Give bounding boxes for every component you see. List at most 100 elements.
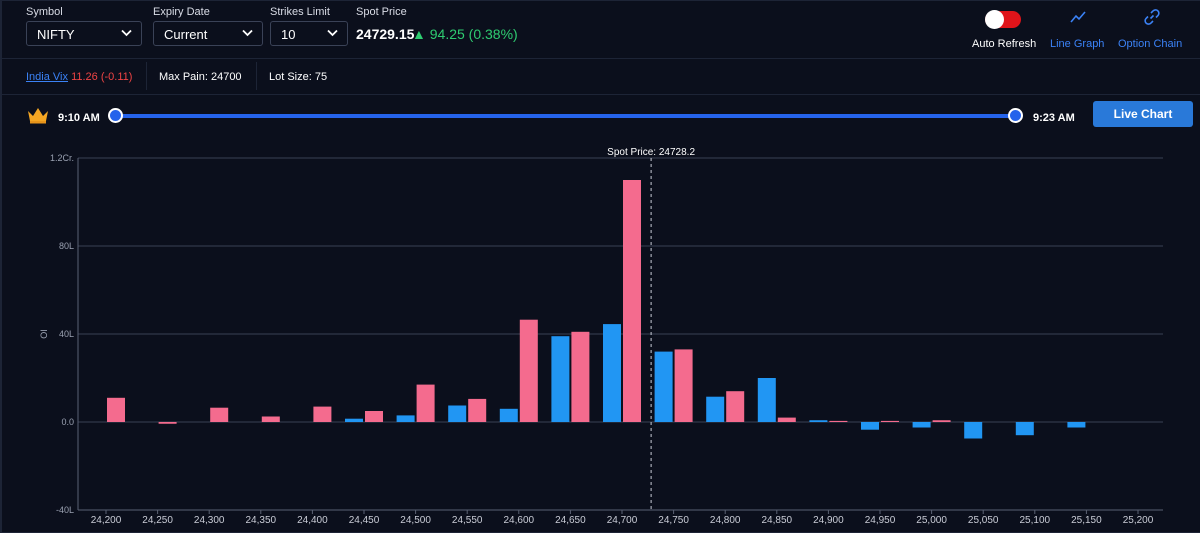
put-oi-bar — [571, 331, 590, 422]
chevron-down-icon — [327, 29, 338, 37]
divider — [0, 94, 1200, 95]
put-oi-bar — [261, 416, 280, 422]
call-oi-bar — [448, 405, 467, 422]
x-tick-label: 25,000 — [916, 515, 947, 526]
time-end-label: 9:23 AM — [1033, 112, 1075, 124]
line-graph-icon[interactable] — [1069, 8, 1087, 26]
auto-refresh-label: Auto Refresh — [972, 38, 1037, 50]
india-vix-link[interactable]: India Vix — [26, 71, 68, 83]
x-tick-label: 24,200 — [91, 515, 122, 526]
put-oi-bar — [777, 417, 796, 422]
symbol-label: Symbol — [26, 6, 63, 18]
chevron-down-icon — [242, 29, 253, 37]
put-oi-bar — [416, 384, 435, 422]
put-oi-bar — [107, 397, 125, 422]
spot-price-change: ▲ 94.25 (0.38%) — [412, 26, 518, 42]
x-tick-label: 24,250 — [142, 515, 173, 526]
call-oi-bar — [551, 336, 570, 422]
call-oi-bar — [1067, 422, 1086, 428]
y-tick-label: -40L — [56, 505, 74, 515]
x-tick-label: 24,350 — [246, 515, 277, 526]
slider-handle-start[interactable] — [108, 108, 123, 123]
call-oi-bar — [964, 422, 983, 439]
live-chart-button[interactable]: Live Chart — [1093, 101, 1193, 127]
chevron-down-icon — [121, 29, 132, 37]
india-vix-value: 11.26 (-0.11) — [71, 71, 133, 83]
x-tick-label: 25,050 — [968, 515, 999, 526]
put-oi-bar — [313, 406, 332, 422]
y-tick-label: 0.0 — [61, 417, 74, 427]
bars — [107, 180, 1086, 439]
expiry-label: Expiry Date — [153, 6, 210, 18]
x-tick-label: 24,950 — [865, 515, 896, 526]
divider — [0, 58, 1200, 59]
call-oi-bar — [861, 422, 879, 430]
x-tick-label: 24,450 — [349, 515, 380, 526]
expiry-select[interactable]: Current — [153, 21, 263, 46]
call-oi-bar — [345, 418, 363, 422]
y-tick-label: 40L — [59, 329, 74, 339]
call-oi-bar — [654, 351, 673, 422]
oi-bar-chart: -40L 0.0 40L 80L 1.2Cr. OI 24,200 24,250 24,300 2… — [39, 147, 1163, 526]
x-tick-label: 24,550 — [452, 515, 483, 526]
divider — [256, 62, 257, 90]
x-tick-label: 24,650 — [555, 515, 586, 526]
strikes-value: 10 — [281, 27, 296, 42]
call-oi-bar — [706, 396, 725, 422]
x-tick-label: 24,800 — [710, 515, 741, 526]
call-oi-bar — [809, 420, 828, 422]
put-oi-bar — [158, 422, 177, 424]
put-oi-bar — [210, 407, 229, 422]
call-oi-bar — [912, 422, 931, 428]
slider-handle-end[interactable] — [1008, 108, 1023, 123]
put-oi-bar — [468, 398, 487, 422]
symbol-value: NIFTY — [37, 27, 75, 42]
put-oi-bar — [726, 391, 745, 422]
put-oi-bar — [932, 420, 951, 422]
x-tick-label: 24,750 — [658, 515, 689, 526]
line-graph-link[interactable]: Line Graph — [1050, 38, 1105, 50]
x-tick-label: 24,700 — [607, 515, 638, 526]
y-tick-label: 80L — [59, 241, 74, 251]
x-tick-label: 25,100 — [1020, 515, 1051, 526]
strikes-select[interactable]: 10 — [270, 21, 348, 46]
put-oi-bar — [881, 420, 899, 422]
spot-price-value: 24729.15 — [356, 26, 415, 42]
put-oi-bar — [674, 349, 693, 422]
x-tick-label: 24,300 — [194, 515, 225, 526]
axes: -40L 0.0 40L 80L 1.2Cr. OI 24,200 24,250 24,300 2… — [39, 147, 1163, 526]
crown-icon — [28, 108, 48, 124]
x-tick-label: 24,400 — [297, 515, 328, 526]
put-oi-bar — [365, 411, 383, 422]
x-tick-label: 24,500 — [400, 515, 431, 526]
divider — [146, 62, 147, 90]
x-tick-label: 24,850 — [762, 515, 793, 526]
link-icon[interactable] — [1143, 8, 1161, 26]
strikes-label: Strikes Limit — [270, 6, 330, 18]
x-tick-label: 24,600 — [504, 515, 535, 526]
time-range-slider[interactable] — [116, 114, 1017, 118]
x-tick-label: 24,900 — [813, 515, 844, 526]
call-oi-bar — [499, 408, 518, 422]
time-start-label: 9:10 AM — [58, 112, 100, 124]
spot-price-label: Spot Price — [356, 6, 407, 18]
call-oi-bar — [757, 378, 776, 422]
toolbar: Symbol NIFTY Expiry Date Current Strikes… — [0, 0, 1200, 58]
call-oi-bar — [1015, 422, 1034, 436]
auto-refresh-toggle[interactable] — [985, 10, 1021, 29]
india-vix: India Vix 11.26 (-0.11) — [26, 71, 132, 83]
x-tick-label: 25,150 — [1071, 515, 1102, 526]
symbol-select[interactable]: NIFTY — [26, 21, 142, 46]
call-oi-bar — [603, 324, 621, 422]
lot-size: Lot Size: 75 — [269, 71, 328, 83]
put-oi-bar — [829, 420, 848, 422]
toggle-knob — [985, 10, 1004, 29]
call-oi-bar — [396, 415, 415, 422]
put-oi-bar — [623, 180, 641, 422]
option-chain-link[interactable]: Option Chain — [1118, 38, 1183, 50]
put-oi-bar — [519, 319, 538, 422]
y-axis-title: OI — [39, 329, 49, 339]
x-tick-label: 25,200 — [1123, 515, 1154, 526]
y-tick-label: 1.2Cr. — [50, 153, 74, 163]
expiry-value: Current — [164, 27, 208, 42]
